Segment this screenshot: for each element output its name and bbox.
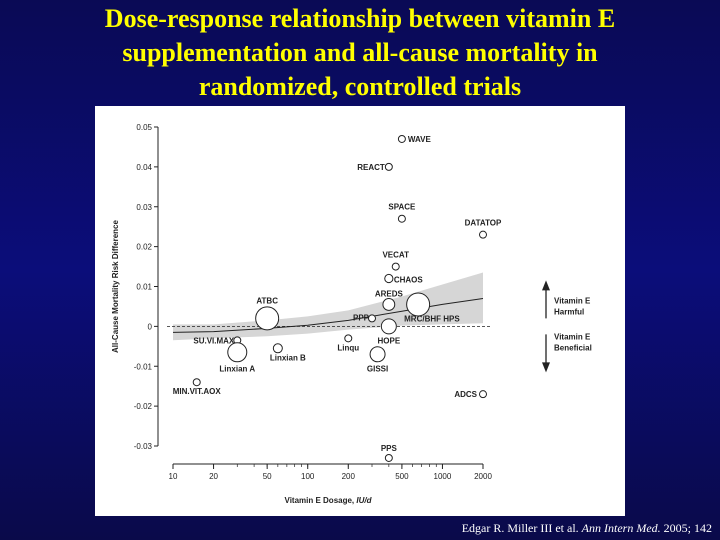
point-label-min-vit-aox: MIN.VIT.AOX — [173, 387, 222, 396]
fit-curve-group — [172, 298, 484, 333]
point-label-hope: HOPE — [377, 336, 400, 345]
y-tick-label: 0.02 — [136, 243, 152, 252]
point-linqu — [344, 334, 353, 343]
point-space — [397, 214, 406, 223]
citation-authors: Edgar R. Miller III et al. — [461, 521, 579, 535]
point-min-vit-aox — [192, 378, 201, 387]
x-tick-label: 200 — [342, 472, 356, 481]
point-vecat — [391, 262, 400, 271]
point-gissi — [369, 346, 386, 363]
point-chaos — [384, 273, 394, 284]
x-tick-label: 10 — [169, 472, 178, 481]
point-linxian-b — [272, 343, 283, 354]
point-mrc-bhf-hps — [406, 292, 431, 317]
point-adcs — [479, 390, 487, 399]
citation: Edgar R. Miller III et al. Ann Intern Me… — [462, 521, 712, 536]
title-line-3: randomized, controlled trials — [198, 72, 522, 101]
point-label-mrc-bhf-hps: MRC/BHF HPS — [404, 314, 460, 323]
point-atbc — [255, 306, 280, 331]
point-label-linxian-a: Linxian A — [219, 364, 255, 373]
title-line-2: supplementation and all-cause mortality … — [122, 38, 598, 67]
point-react — [384, 162, 393, 171]
x-tick-label: 1000 — [434, 472, 452, 481]
point-ppp — [368, 314, 377, 323]
point-label-atbc: ATBC — [256, 296, 278, 305]
beneficial-arrow-head — [542, 362, 550, 373]
point-label-pps: PPS — [381, 444, 398, 453]
point-linxian-a — [227, 342, 248, 363]
point-pps — [384, 453, 393, 462]
y-tick-label: -0.03 — [134, 442, 153, 451]
scatter-chart: 0.05 0.04 0.03 0.02 0.01 0 -0.01 -0.02 -0.03 All-… — [111, 123, 592, 505]
y-tick-label: 0.01 — [136, 283, 152, 292]
point-label-linqu: Linqu — [337, 343, 359, 352]
y-tick-label: 0.04 — [136, 163, 152, 172]
y-tick-label: -0.01 — [134, 362, 153, 371]
point-hope — [380, 318, 397, 335]
harmful-label-line-2: Harmful — [554, 307, 584, 316]
x-tick-label: 100 — [301, 472, 315, 481]
x-axis-label: Vitamin E Dosage, IU/d — [285, 496, 373, 505]
x-axis-label-unit: IU/d — [356, 496, 372, 505]
beneficial-label-line-1: Vitamin E — [554, 332, 591, 341]
point-label-areds: AREDS — [375, 289, 404, 298]
point-label-linxian-b: Linxian B — [270, 353, 306, 362]
x-tick-label: 20 — [209, 472, 218, 481]
point-label-su-vi-max: SU.VI.MAX — [193, 336, 235, 345]
points-group — [192, 134, 487, 462]
y-tick-label: 0.05 — [136, 123, 152, 132]
point-label-gissi: GISSI — [367, 364, 388, 373]
harmful-label-line-1: Vitamin E — [554, 296, 591, 305]
fit-curve — [172, 298, 484, 333]
point-label-adcs: ADCS — [454, 390, 477, 399]
y-tick-label: 0 — [148, 322, 153, 331]
point-label-react: REACT — [357, 163, 385, 172]
y-tick-label: -0.02 — [134, 402, 153, 411]
point-label-wave: WAVE — [408, 135, 432, 144]
point-label-vecat: VECAT — [382, 251, 409, 260]
point-wave — [397, 134, 406, 143]
citation-journal: Ann Intern Med. — [581, 521, 661, 535]
harmful-arrow-head — [542, 280, 550, 291]
x-tick-label: 500 — [395, 472, 409, 481]
point-labels-group: WAVE REACT SPACE DATATOP VECAT CHAOS AREDS PPP M… — [173, 135, 502, 453]
axes-group: 0.05 0.04 0.03 0.02 0.01 0 -0.01 -0.02 -0.03 All-… — [111, 123, 492, 505]
chart-panel: 0.05 0.04 0.03 0.02 0.01 0 -0.01 -0.02 -0.03 All-… — [95, 106, 625, 516]
point-datatop — [479, 230, 487, 239]
confidence-band — [173, 272, 483, 341]
point-label-space: SPACE — [388, 203, 416, 212]
y-axis-label: All-Cause Mortality Risk Difference — [111, 219, 120, 352]
point-label-chaos: CHAOS — [394, 276, 424, 285]
title-line-1: Dose-response relationship between vitam… — [104, 4, 616, 33]
point-label-datatop: DATATOP — [465, 219, 502, 228]
x-tick-label: 2000 — [474, 472, 492, 481]
x-tick-label: 50 — [263, 472, 272, 481]
confidence-band-group — [173, 272, 483, 341]
y-tick-label: 0.03 — [136, 203, 152, 212]
citation-details: 2005; 142 — [663, 521, 712, 535]
slide-title: Dose-response relationship between vitam… — [0, 2, 720, 104]
point-label-ppp: PPP — [353, 313, 370, 322]
point-areds — [382, 298, 396, 311]
beneficial-label-line-2: Beneficial — [554, 343, 592, 352]
annotation-group: Vitamin E Harmful Vitamin E Beneficial — [542, 280, 592, 373]
x-axis-label-main: Vitamin E Dosage, — [285, 496, 357, 505]
